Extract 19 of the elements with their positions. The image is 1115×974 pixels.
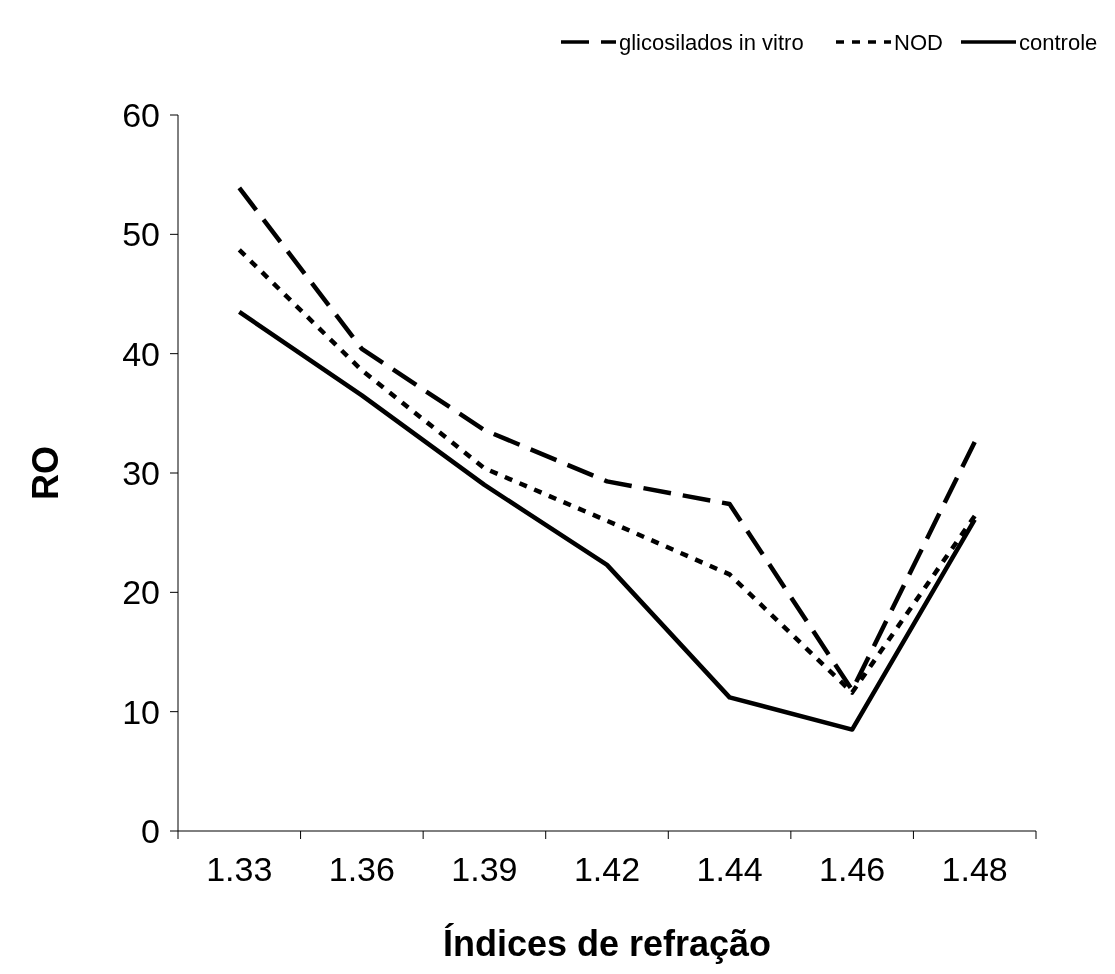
x-tick-label: 1.46	[819, 850, 886, 888]
y-tick-label: 40	[122, 334, 160, 373]
x-tick-label: 1.39	[451, 850, 518, 888]
legend-label: NOD	[894, 29, 943, 55]
y-tick-label: 20	[122, 573, 160, 612]
x-tick-label: 1.42	[573, 850, 641, 888]
x-tick-label: 1.33	[206, 850, 273, 888]
y-tick-label: 30	[122, 453, 160, 492]
y-tick-label: 50	[122, 215, 160, 254]
y-tick-label: 0	[141, 811, 160, 850]
y-axis-title: RO	[25, 446, 66, 500]
y-tick-label: 60	[122, 95, 160, 134]
x-tick-label: 1.48	[941, 850, 1008, 888]
x-axis-title: Índices de refração	[442, 923, 772, 964]
x-tick-label: 1.36	[328, 850, 395, 888]
x-tick-label: 1.44	[696, 850, 763, 888]
legend-label: glicosilados in vitro	[619, 29, 804, 55]
y-tick-label: 10	[122, 692, 160, 731]
legend-label: controle	[1019, 29, 1098, 55]
